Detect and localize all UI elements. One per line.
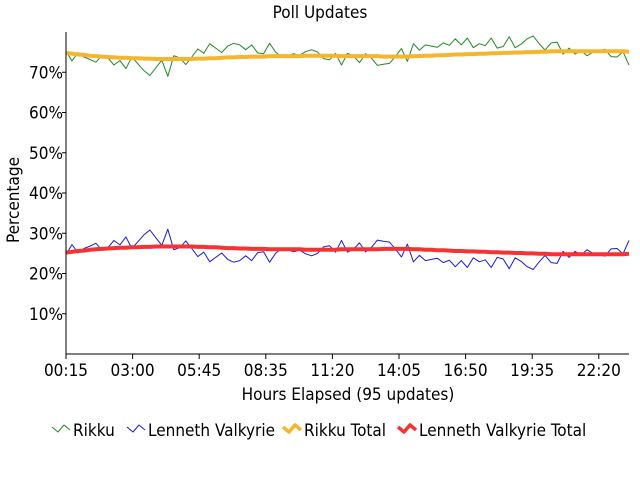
chart-title: Poll Updates bbox=[273, 3, 368, 23]
x-tick-label: 11:20 bbox=[310, 361, 354, 381]
legend-swatch bbox=[51, 424, 71, 433]
legend-label: Lenneth Valkyrie bbox=[148, 421, 275, 441]
series-line-lenneth-valkyrie bbox=[65, 228, 630, 270]
y-ticks: 10% 20% 30% 40% 50% 60% 70% bbox=[29, 63, 66, 325]
x-tick-label: 08:35 bbox=[244, 361, 288, 381]
y-tick-label: 10% bbox=[29, 305, 63, 325]
x-axis-label: Hours Elapsed (95 updates) bbox=[242, 385, 455, 405]
legend-swatch bbox=[281, 423, 303, 434]
plot-area bbox=[65, 35, 630, 270]
legend-label: Lenneth Valkyrie Total bbox=[419, 421, 586, 441]
x-tick-label: 05:45 bbox=[177, 361, 221, 381]
legend: Rikku Lenneth Valkyrie Rikku Total Lenneth … bbox=[51, 421, 586, 441]
y-tick-label: 60% bbox=[29, 104, 63, 124]
x-tick-label: 16:50 bbox=[444, 361, 488, 381]
y-tick-label: 20% bbox=[29, 265, 63, 285]
x-tick-label: 19:35 bbox=[510, 361, 554, 381]
y-tick-label: 50% bbox=[29, 144, 63, 164]
x-ticks: 00:15 03:00 05:45 08:35 11:20 14:05 16:50 19:35… bbox=[44, 354, 621, 381]
y-tick-label: 30% bbox=[29, 224, 63, 244]
x-tick-label: 22:20 bbox=[577, 361, 621, 381]
y-tick-label: 40% bbox=[29, 184, 63, 204]
x-tick-label: 00:15 bbox=[44, 361, 88, 381]
y-axis-label: Percentage bbox=[4, 157, 24, 243]
x-tick-label: 03:00 bbox=[111, 361, 155, 381]
series-line-rikku bbox=[65, 35, 630, 77]
legend-label: Rikku Total bbox=[304, 421, 386, 441]
series-line-rikku-total bbox=[65, 49, 630, 61]
y-tick-label: 70% bbox=[29, 63, 63, 83]
legend-label: Rikku bbox=[73, 421, 115, 441]
legend-swatch bbox=[396, 423, 418, 434]
legend-swatch bbox=[126, 424, 146, 433]
series-line-lenneth-valkyrie-total bbox=[65, 244, 630, 257]
x-tick-label: 14:05 bbox=[377, 361, 421, 381]
